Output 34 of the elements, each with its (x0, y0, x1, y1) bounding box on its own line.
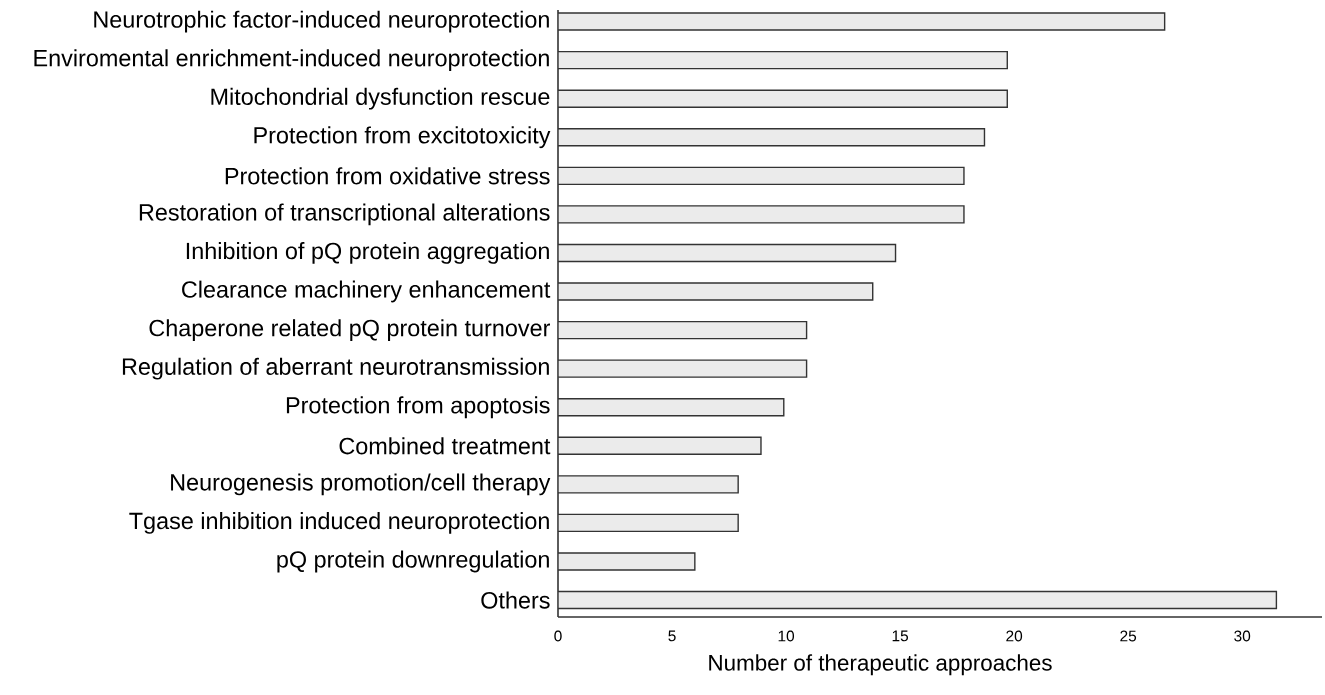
y-tick-label: Neurogenesis promotion/cell therapy (171, 473, 551, 496)
y-tick-label: Inhibition of pQ protein aggregation (186, 242, 549, 264)
y-tick-label: Protection from apoptosis (286, 396, 550, 419)
y-tick-label: Enviromental enrichment-induced neuroprotection (34, 49, 549, 72)
y-tick-label: Combined treatment (339, 437, 551, 455)
bar (558, 243, 897, 263)
x-tick-label: 5 (668, 630, 676, 642)
y-tick-label: Tgase inhibition induced neuroprotection (129, 512, 549, 534)
bar (558, 166, 965, 186)
y-tick-label: Mitochondrial dysfunction rescue (211, 87, 550, 110)
x-tick-label: 20 (1006, 630, 1023, 642)
y-tick-label: Regulation of aberrant neurotransmission (122, 357, 549, 380)
x-tick-label: 0 (554, 630, 562, 642)
bar (558, 320, 808, 340)
y-tick-label: Protection from excitotoxicity (254, 126, 551, 149)
y-tick-label: Others (481, 591, 550, 609)
y-tick-label: pQ protein downregulation (277, 550, 549, 573)
y-tick-label: Restoration of transcriptional alterations (139, 203, 550, 226)
y-tick-label: Protection from oxidative stress (225, 167, 550, 185)
y-tick-label: Clearance machinery enhancement (182, 280, 551, 303)
bar (558, 89, 1008, 108)
bar (558, 590, 1278, 610)
bar (558, 50, 1008, 70)
y-tick-label: Chaperone related pQ protein turnover (149, 319, 551, 341)
x-tick-label: 15 (892, 630, 909, 642)
bar (558, 513, 739, 533)
bar (558, 398, 785, 417)
x-tick-label: 25 (1120, 630, 1137, 642)
y-tick-label: Neurotrophic factor-induced neuroprotection (94, 10, 549, 33)
x-axis-title: Number of therapeutic approaches (709, 654, 1052, 676)
x-tick-label: 30 (1234, 630, 1251, 642)
bar (558, 436, 762, 455)
x-tick-label: 10 (778, 630, 795, 642)
bar (558, 128, 986, 147)
